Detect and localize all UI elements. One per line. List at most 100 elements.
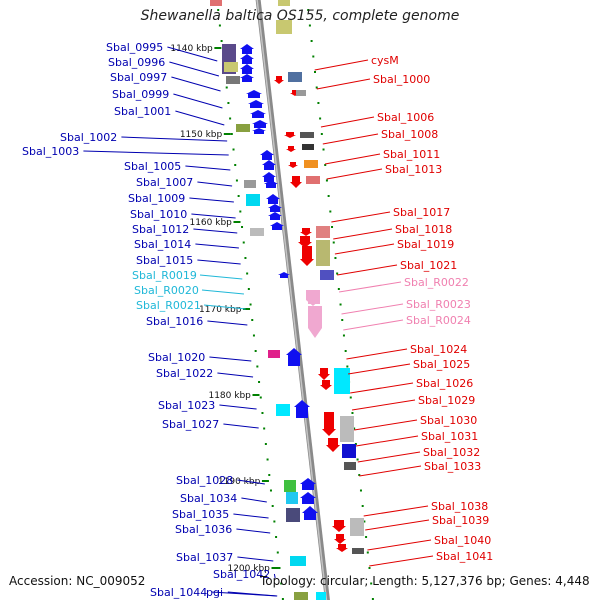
feature-box	[300, 132, 314, 138]
gene-label-left: Sbal_1005	[124, 160, 181, 173]
feature-box	[344, 462, 356, 470]
gene-arrow-forward	[262, 160, 276, 170]
feature-box	[306, 176, 320, 184]
gene-arrow-reverse	[332, 520, 346, 532]
gene-arrow-forward	[248, 100, 264, 108]
gene-label-right: Sbal_1017	[393, 206, 450, 219]
feature-box	[224, 62, 238, 72]
gene-arrow-reverse	[318, 368, 330, 380]
gene-label-left: Sbal_1036	[175, 523, 232, 536]
leader-line-left	[223, 423, 259, 429]
gene-arrow-forward	[270, 222, 284, 230]
gene-arrow-forward	[252, 128, 266, 134]
gene-label-right: Sbal_1000	[373, 73, 430, 86]
gene-arrow-reverse	[336, 544, 348, 552]
leader-line-right	[346, 348, 408, 360]
gene-label-left: Sbal_1016	[146, 315, 203, 328]
gene-arrow-forward	[240, 54, 254, 64]
gene-arrow-forward	[302, 506, 318, 520]
gene-label-right: Sbal_1025	[413, 358, 470, 371]
feature-box	[340, 416, 354, 442]
ruler-label: 1150 kbp	[180, 130, 223, 140]
ruler-label: 1190 kbp	[218, 477, 261, 487]
gene-label-left: Sbal_R0021	[136, 299, 201, 312]
gene-label-left: Sbal_1015	[136, 254, 193, 267]
gene-label-left: Sbal_1042	[213, 568, 270, 581]
gene-label-left: Sbal_0995	[106, 41, 163, 54]
gene-label-right: Sbal_1031	[421, 430, 478, 443]
leader-line-left	[201, 289, 244, 295]
leader-line-right	[350, 382, 414, 394]
gene-label-left: Sbal_1002	[60, 131, 117, 144]
gene-arrow-forward	[264, 180, 278, 188]
topology-text: Topology: circular; Length: 5,127,376 bp…	[260, 574, 590, 588]
feature-box	[268, 350, 280, 358]
leader-line-right	[359, 465, 422, 477]
feature-box	[308, 306, 322, 328]
gene-label-left: Sbal_1007	[136, 176, 193, 189]
gene-arrow-forward	[262, 172, 276, 182]
feature-box	[250, 228, 264, 236]
accession-text: Accession: NC_009052	[9, 574, 146, 588]
gene-label-left: Sbal_1044	[150, 586, 207, 599]
gene-label-right: Sbal_1018	[395, 223, 452, 236]
feature-box	[352, 548, 364, 554]
leader-line-right	[333, 228, 393, 240]
ruler-label: 1140 kbp	[170, 44, 213, 54]
gene-arrow-reverse	[288, 162, 298, 168]
leader-line-left	[209, 356, 252, 362]
leader-line-right	[343, 319, 404, 331]
leader-line-right	[331, 211, 391, 223]
leader-line-right	[357, 451, 421, 463]
gene-label-left: Sbal_1034	[180, 492, 237, 505]
gene-label-left: Sbal_1003	[22, 145, 79, 158]
gene-arrow-forward	[286, 348, 302, 366]
gene-arrow-forward	[240, 64, 254, 74]
leader-line-left	[207, 320, 248, 326]
leader-line-right	[316, 78, 371, 90]
leader-line-left	[197, 181, 233, 187]
gene-label-left: Sbal_0999	[112, 88, 169, 101]
feature-box	[350, 518, 364, 536]
gene-arrow-forward	[240, 74, 254, 82]
feature-box	[316, 226, 330, 238]
gene-label-right: Sbal_1041	[436, 550, 493, 563]
gene-label-left: Sbal_1001	[114, 105, 171, 118]
rna-arrow	[306, 290, 320, 306]
gene-label-right: Sbal_1029	[418, 394, 475, 407]
leader-line-left	[273, 573, 276, 579]
feature-box	[334, 368, 350, 394]
gene-label-right: Sbal_1040	[434, 534, 491, 547]
leader-line-left	[236, 528, 271, 534]
gene-arrow-forward	[252, 120, 268, 128]
feature-box	[304, 160, 318, 168]
gene-arrow-forward	[240, 44, 254, 54]
gene-arrow-reverse	[326, 438, 340, 452]
gene-label-left: Sbal_0997	[110, 71, 167, 84]
ruler-label: 1200 kbp	[227, 564, 270, 574]
ruler-label: 1160 kbp	[189, 218, 232, 228]
gene-arrow-reverse	[286, 146, 296, 152]
leader-line-left	[233, 513, 269, 519]
leader-line-left	[83, 150, 229, 156]
leader-line-left	[121, 136, 228, 142]
rna-arrow	[308, 328, 322, 338]
gene-label-right: cysM	[371, 54, 399, 67]
gene-arrow-reverse	[334, 534, 346, 544]
leader-line-right	[322, 133, 379, 145]
gene-label-right: Sbal_1038	[431, 500, 488, 513]
leader-line-left	[185, 165, 231, 171]
leader-line-left	[199, 274, 243, 280]
leader-line-right	[326, 168, 383, 180]
leader-line-left	[175, 110, 225, 126]
feature-box	[278, 0, 290, 6]
gene-arrow-forward	[300, 478, 316, 490]
feature-box	[290, 556, 306, 566]
gene-arrow-forward	[250, 110, 266, 118]
leader-line-left	[237, 556, 274, 562]
gene-arrow-forward	[246, 90, 262, 98]
leader-line-right	[367, 539, 432, 551]
leader-line-right	[354, 419, 418, 431]
gene-arrow-forward	[266, 194, 280, 204]
